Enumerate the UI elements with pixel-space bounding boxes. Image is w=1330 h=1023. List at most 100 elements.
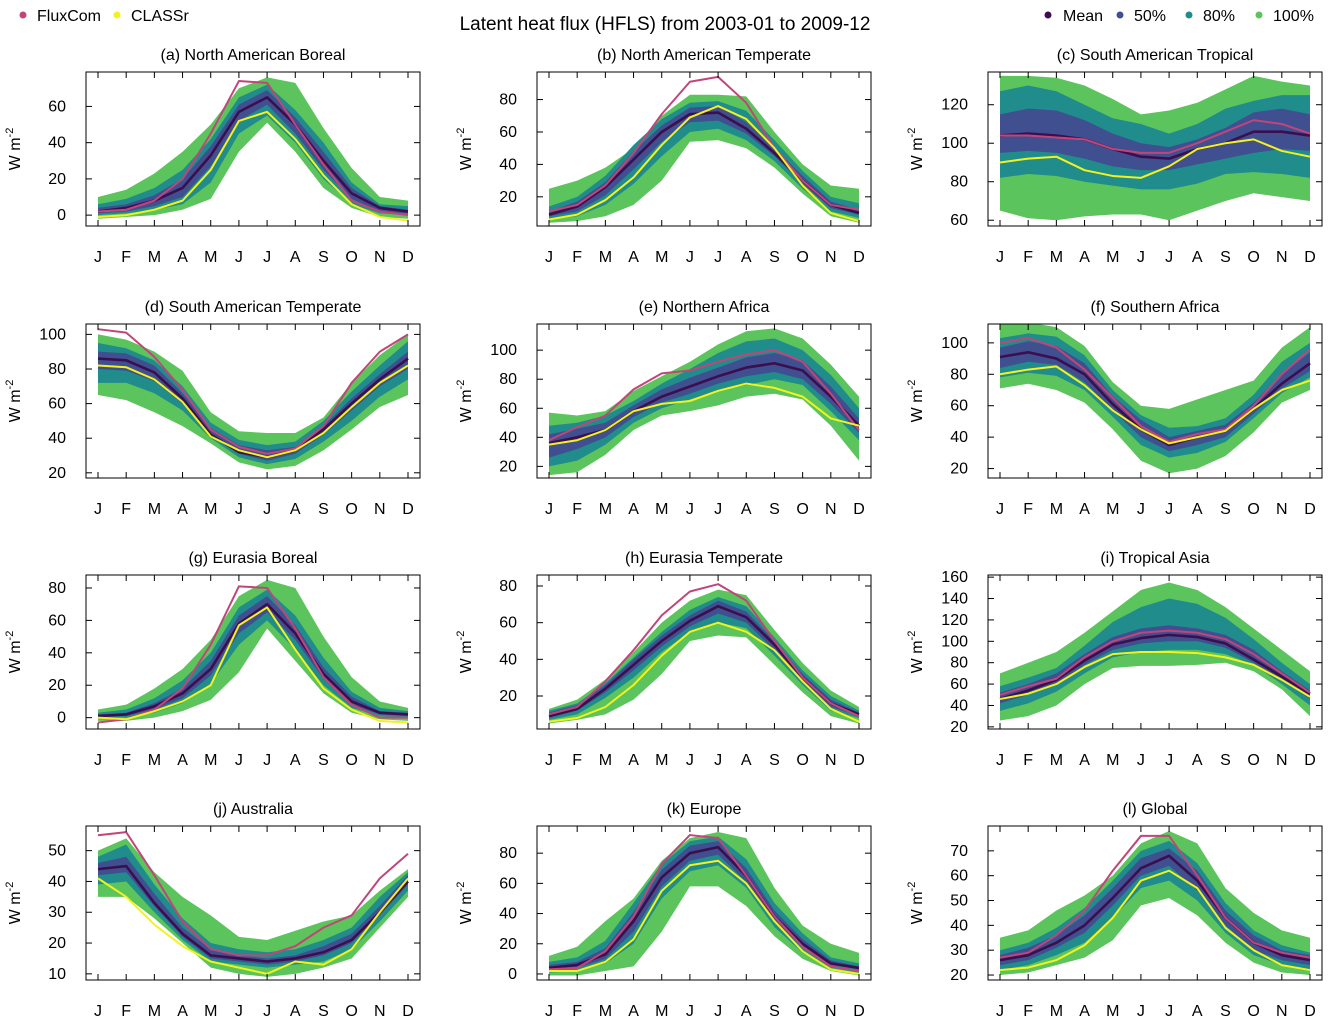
x-tick-label: N [374, 752, 386, 769]
x-tick-label: N [374, 249, 386, 266]
y-tick-label: 60 [499, 124, 517, 141]
x-tick-label: J [263, 752, 271, 769]
y-axis-label: W m-2 [906, 380, 926, 423]
y-tick-label: 20 [48, 677, 66, 694]
x-tick-label: D [402, 752, 414, 769]
x-tick-label: S [318, 249, 329, 266]
x-tick-label: F [1023, 249, 1033, 266]
panel-title: (k) Europe [667, 801, 742, 818]
y-tick-label: 40 [48, 135, 66, 152]
series-line-fluxcom [548, 583, 860, 718]
y-axis-label: W m-2 [906, 631, 926, 674]
x-tick-label: J [996, 752, 1004, 769]
x-tick-label: J [686, 752, 694, 769]
panel-title: (f) Southern Africa [1091, 299, 1220, 316]
legend-80-label: 80% [1203, 8, 1235, 25]
band-50 [549, 841, 859, 970]
y-axis-label: W m-2 [4, 882, 24, 925]
legend-mean-marker [1044, 11, 1052, 19]
band-80 [1000, 840, 1310, 971]
series-line-fluxcom [999, 629, 1311, 696]
y-tick-label: 0 [57, 710, 66, 727]
x-tick-label: J [235, 501, 243, 518]
x-tick-label: O [345, 1003, 357, 1020]
series-line-classr [548, 105, 860, 223]
panel-title: (b) North American Temperate [597, 47, 811, 64]
x-tick-label: M [1050, 1003, 1063, 1020]
y-axis-label: W m-2 [4, 631, 24, 674]
y-axis-label-exponent: -2 [455, 631, 467, 641]
series-line-mean [548, 845, 860, 970]
band-50 [549, 353, 859, 458]
x-tick-label: M [655, 752, 668, 769]
x-tick-label: D [853, 501, 865, 518]
x-tick-label: J [545, 249, 553, 266]
y-tick-label: 80 [950, 655, 968, 672]
x-tick-label: M [599, 752, 612, 769]
x-tick-label: O [796, 249, 808, 266]
x-tick-label: M [655, 1003, 668, 1020]
x-tick-label: J [1165, 249, 1173, 266]
x-tick-label: A [628, 1003, 639, 1020]
x-tick-label: M [599, 249, 612, 266]
x-tick-label: O [1247, 752, 1259, 769]
x-tick-label: O [1247, 501, 1259, 518]
x-tick-label: J [996, 501, 1004, 518]
series-line-fluxcom [1000, 119, 1311, 154]
band-100 [549, 328, 859, 476]
x-tick-label: J [714, 752, 722, 769]
y-axis-label: W m-2 [906, 882, 926, 925]
x-tick-label: F [572, 752, 582, 769]
x-tick-label: J [545, 752, 553, 769]
y-tick-label: 60 [499, 875, 517, 892]
x-tick-label: J [94, 752, 102, 769]
series-line-fluxcom [548, 834, 860, 972]
y-axis-label-exponent: -2 [455, 128, 467, 138]
plot-area [97, 831, 409, 977]
legend-100-label: 100% [1273, 8, 1314, 25]
x-tick-label: A [290, 1003, 301, 1020]
legend-classr-marker [113, 11, 121, 19]
x-tick-label: S [769, 1003, 780, 1020]
series-line-fluxcom [97, 80, 409, 217]
plot-area [999, 582, 1311, 721]
legend-left: FluxCom CLASSr [19, 8, 189, 25]
x-tick-label: M [204, 752, 217, 769]
x-tick-label: O [345, 501, 357, 518]
legend-mean-label: Mean [1063, 8, 1103, 25]
plot-frame [536, 323, 872, 479]
y-tick-label: 20 [499, 458, 517, 475]
x-tick-label: N [1276, 752, 1288, 769]
y-tick-label: 140 [941, 591, 968, 608]
y-tick-label: 50 [48, 843, 66, 860]
series-line-classr [999, 651, 1311, 701]
plot-frame [987, 574, 1323, 730]
band-50 [98, 596, 408, 717]
x-tick-label: J [235, 1003, 243, 1020]
x-tick-label: O [796, 1003, 808, 1020]
x-tick-label: J [996, 1003, 1004, 1020]
y-tick-label: 40 [48, 873, 66, 890]
x-tick-label: F [572, 249, 582, 266]
y-axis-label-exponent: -2 [4, 128, 16, 138]
x-tick-label: D [853, 249, 865, 266]
x-tick-label: F [121, 249, 131, 266]
x-tick-label: D [402, 1003, 414, 1020]
y-axis-label-exponent: -2 [906, 631, 918, 641]
y-axis-label: W m-2 [455, 128, 475, 171]
y-axis-label: W m-2 [906, 128, 926, 171]
series-line-classr [97, 606, 409, 724]
plot-frame [987, 71, 1323, 227]
y-tick-label: 80 [950, 366, 968, 383]
y-axis-label: W m-2 [4, 380, 24, 423]
y-axis-label-exponent: -2 [906, 128, 918, 138]
legend-80-marker [1185, 11, 1193, 19]
band-50 [1000, 108, 1310, 171]
x-tick-label: J [686, 1003, 694, 1020]
x-tick-label: A [290, 752, 301, 769]
y-tick-label: 40 [499, 651, 517, 668]
y-axis-label-exponent: -2 [455, 882, 467, 892]
y-tick-label: 80 [499, 578, 517, 595]
y-tick-label: 50 [950, 893, 968, 910]
